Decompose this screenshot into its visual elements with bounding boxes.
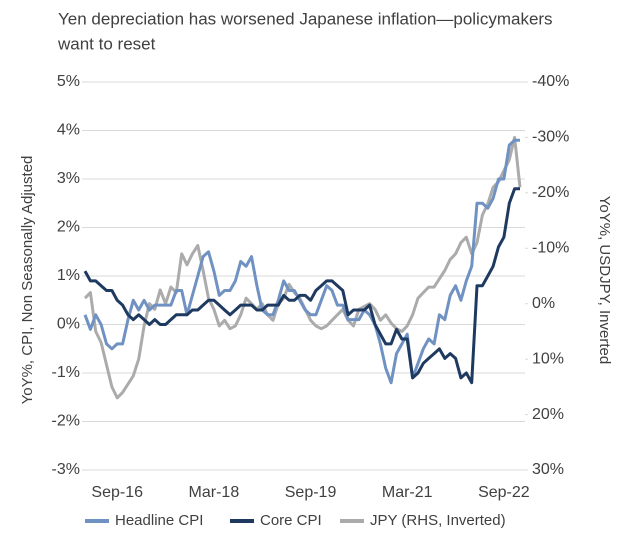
chart-title: want to reset — [57, 34, 156, 53]
y2-tick-label: 30% — [532, 461, 564, 478]
x-tick-label: Sep-16 — [91, 484, 143, 501]
y-tick-label: 3% — [57, 170, 80, 187]
y-tick-label: -2% — [52, 413, 80, 430]
series-line — [83, 187, 520, 385]
legend-label: JPY (RHS, Inverted) — [370, 512, 506, 529]
y-tick-label: 4% — [57, 122, 80, 139]
y-tick-label: 0% — [57, 316, 80, 333]
series-line — [83, 138, 520, 385]
y2-tick-label: -30% — [532, 129, 569, 146]
y2-tick-label: -40% — [532, 73, 569, 90]
y2-tick-label: 0% — [532, 295, 555, 312]
y2-axis-title: YoY%, USDJPY, Inverted — [596, 196, 613, 364]
x-tick-label: Sep-22 — [478, 484, 530, 501]
y2-tick-label: 10% — [532, 350, 564, 367]
y-tick-label: 1% — [57, 267, 80, 284]
y2-tick-label: 20% — [532, 406, 564, 423]
y-tick-label: -1% — [52, 364, 80, 381]
x-tick-label: Mar-18 — [189, 484, 240, 501]
x-tick-label: Mar-21 — [382, 484, 433, 501]
y-tick-label: -3% — [52, 461, 80, 478]
y-tick-label: 5% — [57, 73, 80, 90]
y2-tick-label: -20% — [532, 184, 569, 201]
x-tick-label: Sep-19 — [285, 484, 337, 501]
chart-title: Yen depreciation has worsened Japanese i… — [58, 9, 553, 28]
y2-tick-label: -10% — [532, 240, 569, 257]
y-tick-label: 2% — [57, 219, 80, 236]
y-axis-title: YoY%, CPI, Non Seasonally Adjusted — [19, 156, 36, 405]
legend-label: Core CPI — [260, 512, 322, 529]
legend-label: Headline CPI — [115, 512, 203, 529]
